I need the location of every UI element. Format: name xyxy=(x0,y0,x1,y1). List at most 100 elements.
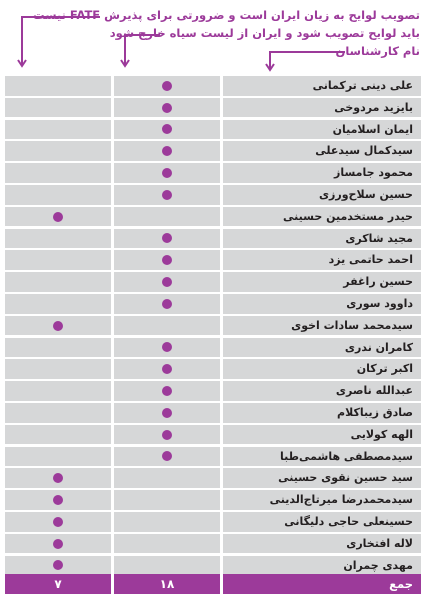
name-cell: صادق زیباکلام xyxy=(223,403,421,423)
header-col-name: نام کارشناسان xyxy=(335,44,420,58)
table-row: صادق زیباکلام xyxy=(5,403,421,423)
table-row: بایزید مردوخی xyxy=(5,97,421,118)
name-cell: حیدر مستخدمین حسینی xyxy=(223,206,421,227)
name-cell: بایزید مردوخی xyxy=(223,97,421,118)
expert-name: حیدر مستخدمین حسینی xyxy=(283,209,413,223)
expert-name: حسین راغفر xyxy=(343,275,413,289)
for-cell xyxy=(114,468,220,488)
name-cell: الهه کولایی xyxy=(223,424,421,445)
table-row: احمد حاتمی یزد xyxy=(5,250,421,270)
table-row: الهه کولایی xyxy=(5,424,421,445)
for-cell xyxy=(114,381,220,401)
against-cell xyxy=(5,337,111,358)
for-cell xyxy=(114,163,220,183)
name-cell: سید حسین نقوی حسینی xyxy=(223,468,421,488)
against-cell xyxy=(5,446,111,467)
expert-name: سید حسین نقوی حسینی xyxy=(278,471,413,485)
name-cell: سیدمحمد سادات اخوی xyxy=(223,315,421,336)
expert-name: مجید شاکری xyxy=(345,231,413,245)
against-dot xyxy=(53,320,63,331)
expert-name: داوود سوری xyxy=(346,297,413,310)
for-cell xyxy=(114,315,220,336)
header-col-left: تصویب لوایح به زیان ایران است و ضرورتی ب… xyxy=(33,8,420,22)
against-dot xyxy=(53,516,63,527)
table-row: سید حسین نقوی حسینی xyxy=(5,468,421,488)
name-cell: احمد حاتمی یزد xyxy=(223,250,421,270)
against-cell xyxy=(5,119,111,140)
total-for-value: ۱۸ xyxy=(159,577,175,591)
against-cell xyxy=(5,533,111,554)
against-dot xyxy=(53,473,63,484)
against-cell xyxy=(5,272,111,292)
table-row: کامران ندری xyxy=(5,337,421,358)
arrow-name-line xyxy=(269,51,345,70)
for-cell xyxy=(114,250,220,270)
arrow-left-head xyxy=(17,59,27,68)
for-cell xyxy=(114,533,220,554)
table-row: ایمان اسلامیان xyxy=(5,119,421,140)
for-cell xyxy=(114,337,220,358)
against-dot xyxy=(53,494,63,505)
total-against-value: ۷ xyxy=(54,577,62,591)
name-cell: اکبر ترکان xyxy=(223,359,421,379)
total-label-cell: جمع xyxy=(223,574,421,594)
table-row: عبدالله ناصری xyxy=(5,381,421,401)
for-cell xyxy=(114,228,220,249)
for-cell xyxy=(114,555,220,576)
arrow-name-head xyxy=(265,63,275,72)
name-cell: لاله افتخاری xyxy=(223,533,421,554)
against-cell xyxy=(5,250,111,270)
for-cell xyxy=(114,490,220,510)
name-cell: عبدالله ناصری xyxy=(223,381,421,401)
against-cell xyxy=(5,555,111,576)
expert-name: حسین سلاح‌ورزی xyxy=(318,188,413,201)
against-cell xyxy=(5,97,111,118)
against-cell xyxy=(5,381,111,401)
name-cell: حسین سلاح‌ورزی xyxy=(223,185,421,205)
against-cell xyxy=(5,359,111,379)
expert-name: اکبر ترکان xyxy=(356,362,413,376)
header-col-mid: باید لوایح تصویب شود و ایران از لیست سیا… xyxy=(109,26,420,40)
expert-name: بایزید مردوخی xyxy=(334,100,413,114)
expert-name: سیدمحمدرضا میرتاج‌الدینی xyxy=(269,493,413,507)
total-label: جمع xyxy=(389,577,413,591)
for-cell xyxy=(114,76,220,96)
for-dot xyxy=(162,276,172,287)
for-dot xyxy=(162,189,172,200)
for-dot xyxy=(162,102,172,113)
against-cell xyxy=(5,424,111,445)
expert-name: صادق زیباکلام xyxy=(337,406,413,419)
table-row: محمود جامساز xyxy=(5,163,421,183)
for-dot xyxy=(162,255,172,266)
against-cell xyxy=(5,294,111,314)
for-cell xyxy=(114,185,220,205)
against-cell xyxy=(5,315,111,336)
against-cell xyxy=(5,163,111,183)
for-dot xyxy=(162,80,172,91)
name-cell: محمود جامساز xyxy=(223,163,421,183)
against-cell xyxy=(5,512,111,532)
for-dot xyxy=(162,407,172,418)
for-dot xyxy=(162,233,172,244)
expert-name: مهدی چمران xyxy=(343,558,413,572)
for-cell xyxy=(114,359,220,379)
expert-name: الهه کولایی xyxy=(350,427,413,441)
against-cell xyxy=(5,490,111,510)
table-header: تصویب لوایح به زیان ایران است و ضرورتی ب… xyxy=(0,0,426,76)
against-cell xyxy=(5,185,111,205)
for-dot xyxy=(162,124,172,135)
for-cell xyxy=(114,119,220,140)
table-row: اکبر ترکان xyxy=(5,359,421,379)
against-cell xyxy=(5,76,111,96)
table-row: علی دینی ترکمانی xyxy=(5,76,421,96)
arrow-mid-line xyxy=(124,34,160,66)
expert-name: عبدالله ناصری xyxy=(335,384,413,398)
against-cell xyxy=(5,206,111,227)
against-dot xyxy=(53,560,63,571)
for-cell xyxy=(114,272,220,292)
table-row: داوود سوری xyxy=(5,294,421,314)
table-row: مجید شاکری xyxy=(5,228,421,249)
for-cell xyxy=(114,512,220,532)
name-cell: ایمان اسلامیان xyxy=(223,119,421,140)
table-row: مهدی چمران xyxy=(5,555,421,576)
